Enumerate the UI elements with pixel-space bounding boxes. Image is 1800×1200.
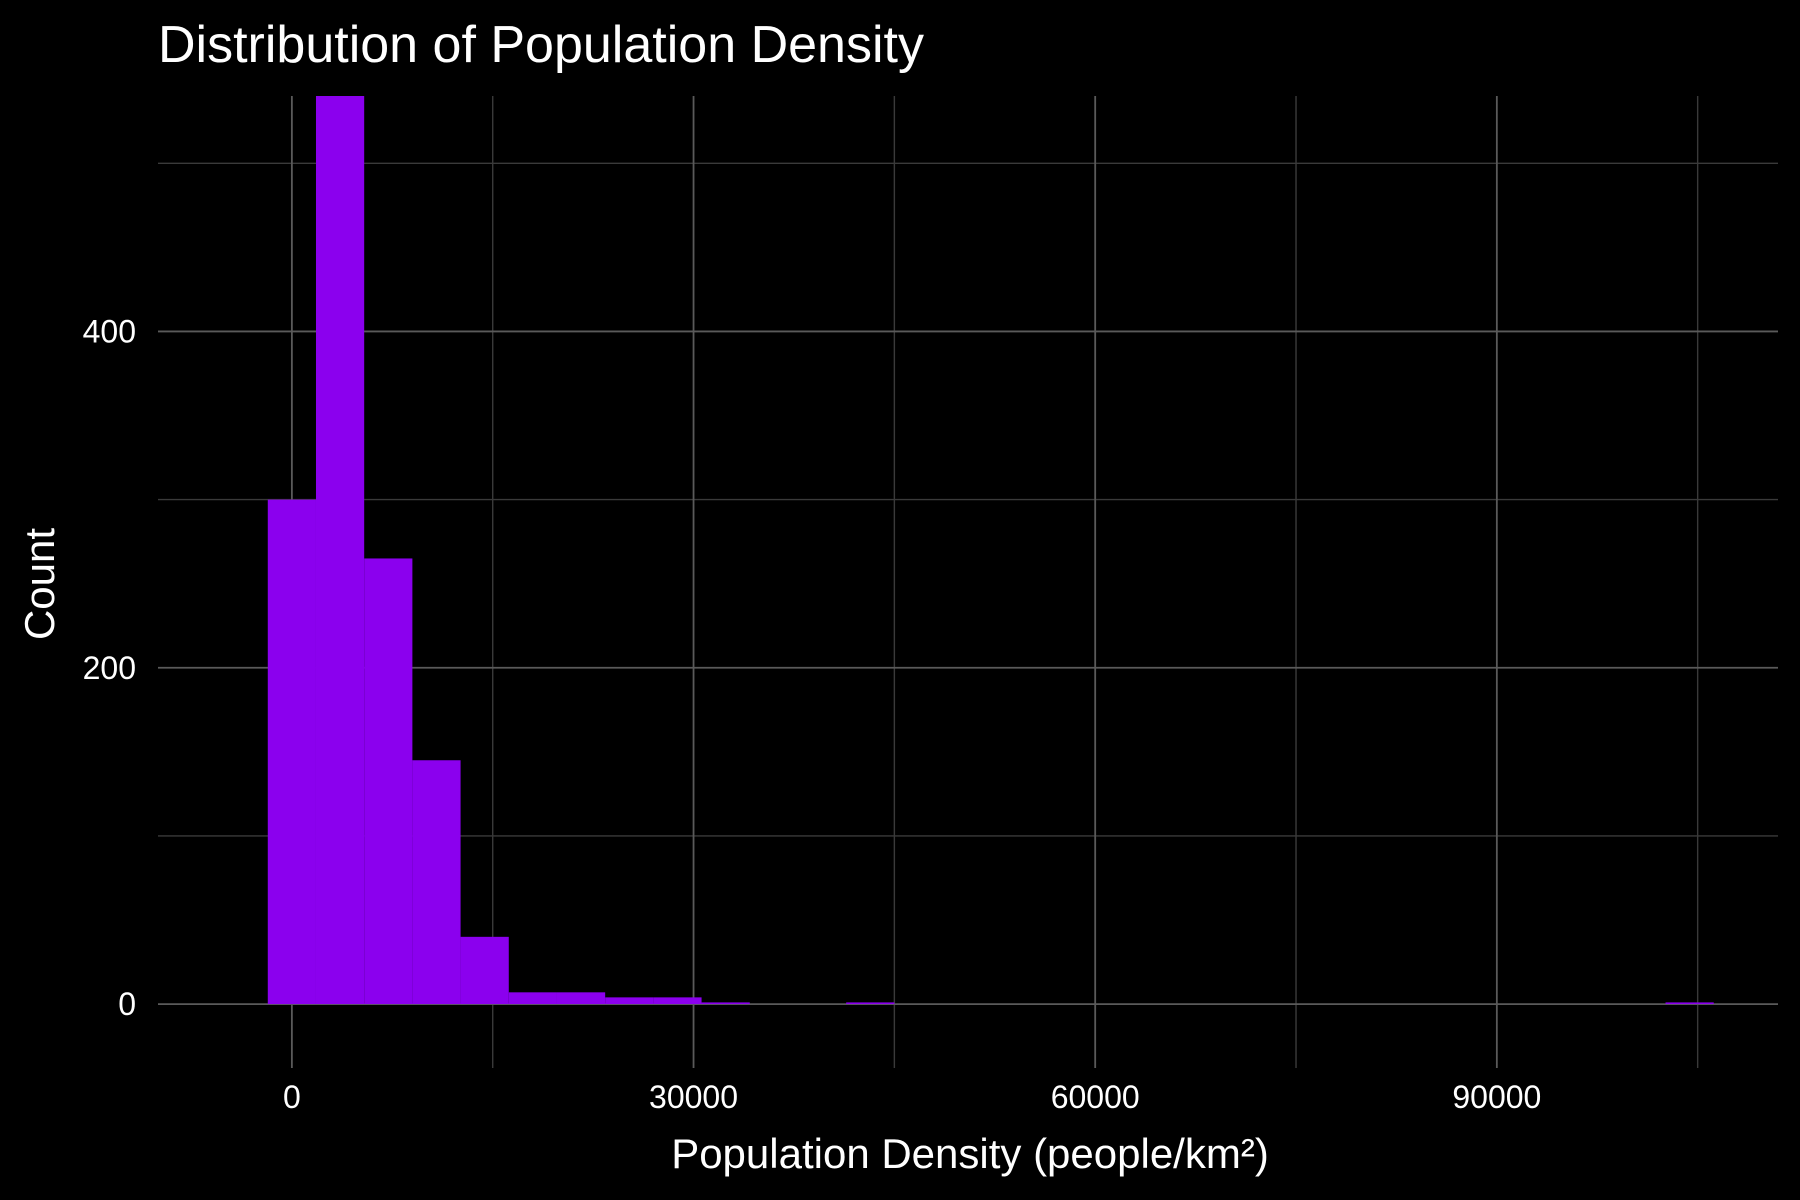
y-axis-label: Count xyxy=(16,528,63,640)
x-tick-label: 60000 xyxy=(1051,1079,1140,1115)
x-tick-label: 30000 xyxy=(649,1079,738,1115)
grid-lines xyxy=(158,96,1778,1068)
histogram-bar xyxy=(653,997,702,1005)
histogram-bar xyxy=(364,558,413,1005)
histogram-bar xyxy=(701,1002,750,1005)
histogram-bar xyxy=(1665,1002,1714,1005)
histogram-bar xyxy=(412,760,461,1005)
histogram-bar xyxy=(605,997,654,1005)
x-tick-label: 90000 xyxy=(1452,1079,1541,1115)
histogram-bar xyxy=(556,992,606,1005)
y-tick-label: 0 xyxy=(118,986,136,1022)
x-tick-label: 0 xyxy=(283,1079,301,1115)
histogram-bar xyxy=(315,96,365,1005)
histogram-bar xyxy=(267,499,316,1005)
y-tick-label: 200 xyxy=(83,650,136,686)
tick-labels: 0 30000 60000 90000 0 200 400 xyxy=(83,313,1542,1115)
x-axis-label: Population Density (people/km²) xyxy=(671,1130,1269,1177)
histogram-bar xyxy=(460,936,509,1005)
chart-title: Distribution of Population Density xyxy=(158,16,924,74)
y-tick-label: 400 xyxy=(83,313,136,349)
histogram-bar xyxy=(846,1002,895,1005)
histogram-bars xyxy=(267,96,1714,1005)
histogram-bar xyxy=(508,992,557,1005)
